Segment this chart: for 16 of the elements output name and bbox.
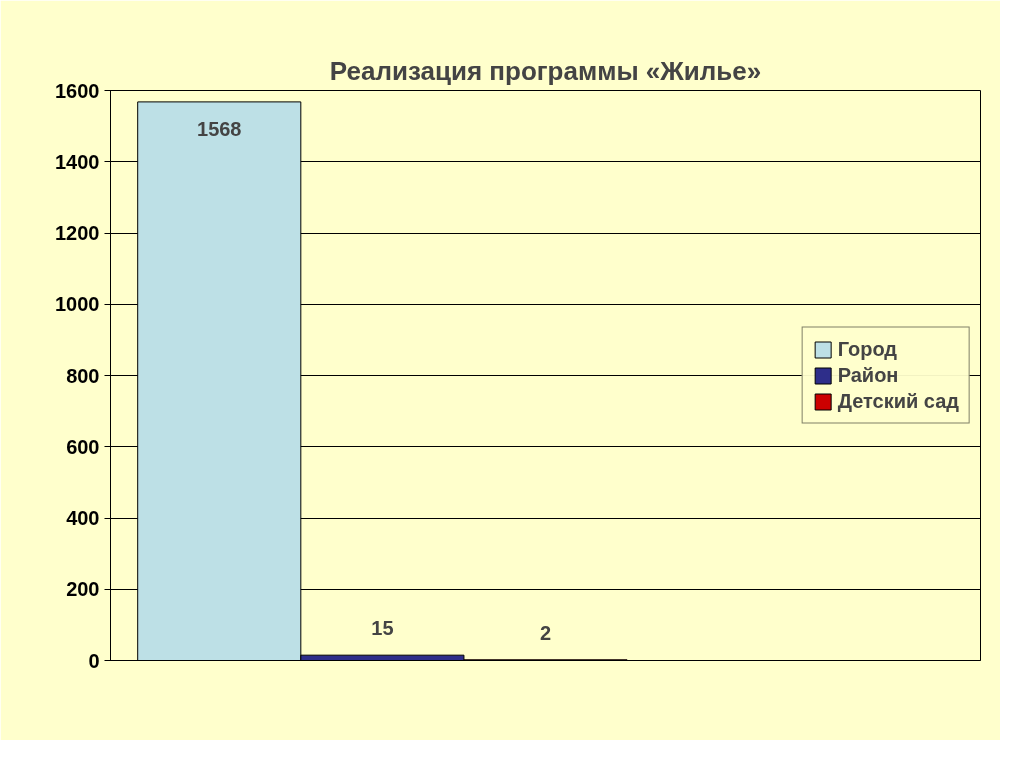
y-tick-label: 800: [66, 364, 100, 387]
y-tick-label: 200: [66, 578, 100, 601]
data-label: 1568: [197, 117, 242, 140]
chart-title: Реализация программы «Жилье»: [329, 55, 762, 86]
legend-label: Район: [837, 363, 899, 387]
y-tick-label: 600: [66, 435, 100, 458]
legend-label: Детский сад: [837, 389, 959, 413]
data-label: 2: [539, 621, 552, 644]
y-tick-label: 1200: [55, 222, 100, 244]
legend-label: Город: [837, 337, 898, 361]
y-tick-label: 400: [66, 507, 100, 529]
data-label: 15: [371, 617, 394, 640]
y-tick-label: 0: [88, 649, 100, 672]
y-tick-label: 1600: [55, 79, 100, 102]
y-tick-label: 1000: [55, 293, 100, 316]
y-tick-label: 1400: [55, 150, 100, 173]
